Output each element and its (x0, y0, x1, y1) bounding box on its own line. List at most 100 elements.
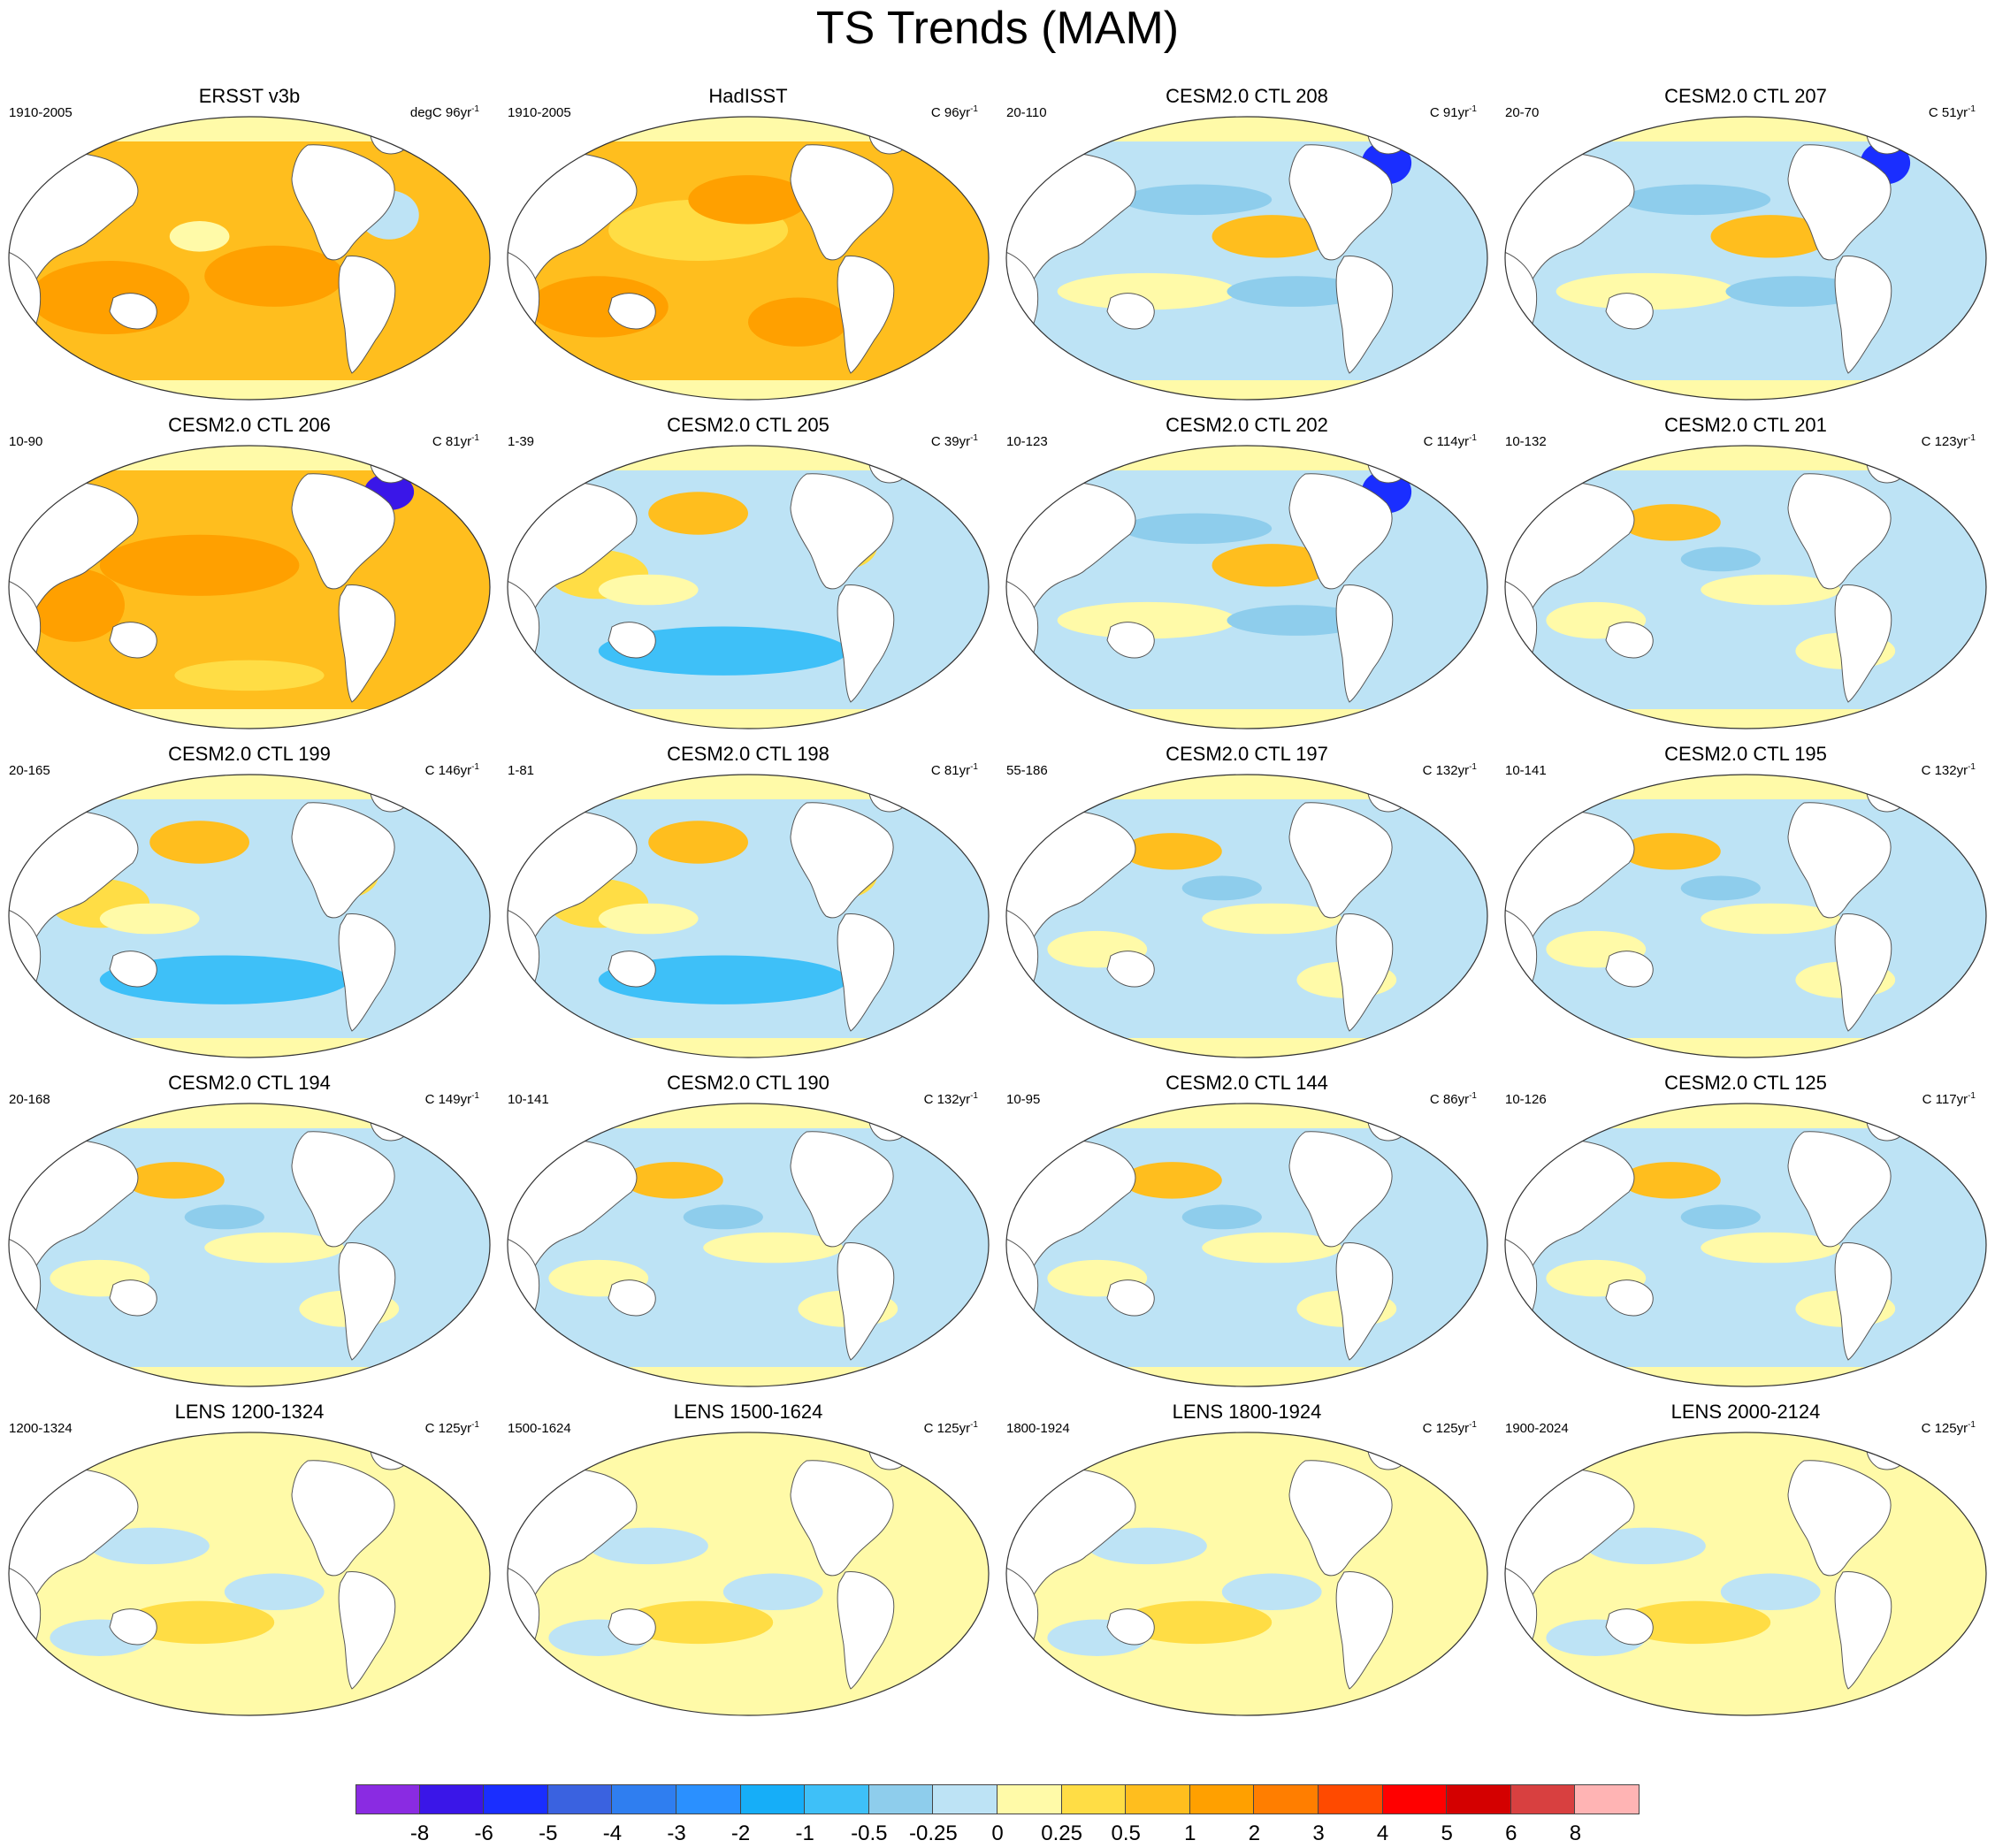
land-south-america (338, 1571, 396, 1690)
trend-anomaly-region (1181, 1204, 1262, 1230)
panel-period-label: 55-186 (1006, 763, 1048, 778)
panel-title: CESM2.0 CTL 202 (1166, 414, 1328, 436)
panel-units-label: C 125yr-1 (1423, 1417, 1477, 1437)
panel-units-text: C 96yr (930, 105, 971, 120)
map-projection (1504, 1432, 1987, 1716)
land-australia (109, 293, 157, 330)
arctic-band (9, 117, 490, 141)
trend-anomaly-region (1680, 1204, 1761, 1230)
trend-anomaly-region (99, 903, 200, 935)
map-outline (8, 774, 491, 1058)
panel-title: CESM2.0 CTL 144 (1166, 1072, 1328, 1094)
trend-anomaly-region (588, 1527, 708, 1565)
panel-units-label: C 51yr-1 (1929, 102, 1976, 121)
panel-units-exponent: -1 (970, 433, 978, 443)
trend-anomaly-region (598, 903, 699, 935)
map-projection (1005, 445, 1488, 729)
trend-anomaly-region (1680, 546, 1761, 572)
map-outline (507, 1432, 990, 1716)
land-australia (109, 1608, 157, 1646)
southern-ocean-band (1006, 380, 1487, 400)
trend-anomaly-region (1057, 272, 1237, 310)
trend-anomaly-region (1122, 1600, 1273, 1645)
land-australia (1106, 293, 1155, 330)
arctic-band (9, 775, 490, 799)
panel-units-exponent: -1 (970, 1091, 978, 1101)
trend-anomaly-region (598, 626, 848, 676)
colorbar (355, 1784, 1640, 1816)
map-outline (1005, 116, 1488, 401)
map-projection (1005, 774, 1488, 1058)
map-panel: CESM2.0 CTL 208 20-110 C 91yr-1 (998, 85, 1496, 414)
southern-ocean-band (508, 1038, 989, 1058)
panel-units-label: C 125yr-1 (1922, 1417, 1976, 1437)
map-projection (1005, 1432, 1488, 1716)
trend-anomaly-region (149, 821, 249, 864)
land-north-america (1787, 473, 1892, 590)
trend-anomaly-region (1057, 601, 1237, 639)
map-projection (1504, 116, 1987, 401)
map-outline (507, 116, 990, 401)
land-north-america (1787, 1131, 1892, 1248)
trend-anomaly-region (1202, 1232, 1342, 1264)
panel-title: LENS 2000-2124 (1670, 1401, 1821, 1423)
trend-anomaly-region (99, 534, 300, 596)
arctic-band (9, 1103, 490, 1128)
arctic-band (9, 1432, 490, 1457)
arctic-band (1505, 1432, 1986, 1457)
panel-period-label: 1910-2005 (508, 105, 571, 120)
map-panel: CESM2.0 CTL 125 10-126 C 117yr-1 (1496, 1072, 1995, 1401)
colorbar-tick-label: 4 (1376, 1821, 1389, 1845)
land-north-america (1288, 1460, 1393, 1577)
panel-units-text: C 81yr (930, 763, 971, 778)
panel-period-label: 10-141 (1505, 763, 1547, 778)
land-australia (1605, 622, 1654, 659)
map-projection (8, 445, 491, 729)
southern-ocean-band (1006, 1696, 1487, 1715)
land-south-america (1834, 913, 1892, 1032)
trend-anomaly-region (1720, 1573, 1821, 1611)
land-south-america (1335, 584, 1394, 703)
map-projection (1504, 445, 1987, 729)
land-south-america (1834, 1242, 1892, 1361)
colorbar-tick-label: -0.5 (851, 1821, 888, 1845)
panel-title: CESM2.0 CTL 195 (1664, 743, 1827, 765)
panel-units-label: C 149yr-1 (425, 1088, 479, 1108)
arctic-band (1006, 1432, 1487, 1457)
southern-ocean-band (9, 1696, 490, 1715)
map-panel: CESM2.0 CTL 194 20-168 C 149yr-1 (0, 1072, 499, 1401)
ocean-field (1006, 446, 1487, 729)
map-outline (1504, 445, 1987, 729)
land-north-america (790, 1131, 894, 1248)
panel-units-exponent: -1 (471, 1091, 479, 1101)
colorbar-tick-label: -2 (730, 1821, 751, 1845)
panel-period-label: 1200-1324 (9, 1421, 73, 1436)
colorbar-tick-label: 0 (991, 1821, 1004, 1845)
trend-anomaly-region (1621, 1162, 1721, 1199)
map-outline (1504, 774, 1987, 1058)
map-panel: CESM2.0 CTL 207 20-70 C 51yr-1 (1496, 85, 1995, 414)
colorbar-tick-label: -3 (667, 1821, 686, 1845)
trend-anomaly-region (683, 1204, 763, 1230)
colorbar-swatch (805, 1784, 869, 1814)
land-north-america (1288, 144, 1393, 261)
panel-units-text: C 114yr (1423, 434, 1470, 449)
land-australia (1106, 1608, 1155, 1646)
southern-ocean-band (1505, 1038, 1986, 1058)
map-panel: LENS 2000-2124 1900-2024 C 125yr-1 (1496, 1401, 1995, 1730)
map-panel: CESM2.0 CTL 206 10-90 C 81yr-1 (0, 414, 499, 743)
arctic-band (1505, 775, 1986, 799)
panel-units-text: degC 96yr (409, 105, 472, 120)
arctic-band (1006, 117, 1487, 141)
trend-anomaly-region (1701, 1232, 1841, 1264)
map-outline (8, 1103, 491, 1387)
arctic-band (508, 446, 989, 470)
trend-anomaly-region (1701, 574, 1841, 606)
trend-anomaly-region (1212, 215, 1332, 258)
panel-title: LENS 1200-1324 (174, 1401, 325, 1423)
panel-units-label: C 125yr-1 (924, 1417, 978, 1437)
panel-period-label: 10-141 (508, 1092, 549, 1107)
land-australia (109, 1279, 157, 1317)
southern-ocean-band (508, 709, 989, 729)
map-projection (1504, 1103, 1987, 1387)
